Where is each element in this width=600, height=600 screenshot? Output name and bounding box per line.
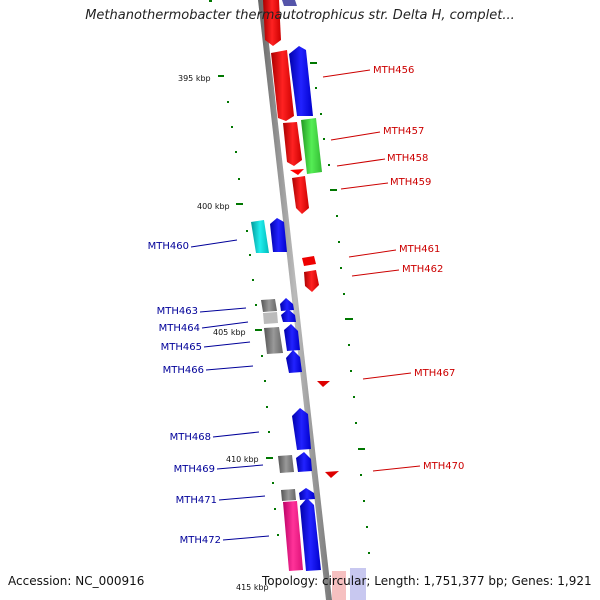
gene-feature-mth460-cyan[interactable] [251,220,269,253]
kbp-label-410: 410 kbp [226,455,259,464]
gene-feature-mth466[interactable] [286,350,302,373]
gene-label-mth456[interactable]: MTH456 [373,65,414,76]
gene-feature-mth461[interactable] [302,256,316,266]
gene-feature-mth472-magenta[interactable] [283,501,303,571]
gene-feature-mth462[interactable] [304,270,319,292]
map-title: Methanothermobacter thermautotrophicus s… [85,8,515,23]
leader-lines-right [322,69,421,472]
genome-backbone [258,0,332,600]
gene-label-mth461[interactable]: MTH461 [399,244,440,255]
gene-feature-mth468[interactable] [292,408,311,450]
outer-ticks [209,0,370,554]
gene-feature-mth471-blue[interactable] [299,488,315,500]
gene-label-mth471[interactable]: MTH471 [176,495,217,506]
gene-feature-mth464-gray[interactable] [263,312,278,324]
gene-feature-mth457-green[interactable] [301,118,322,174]
genome-summary-text: Topology: circular; Length: 1,751,377 bp… [262,574,592,588]
gene-feature-mth456-blue[interactable] [289,46,313,116]
gene-label-mth462[interactable]: MTH462 [402,264,443,275]
accession-text: Accession: NC_000916 [8,574,145,588]
gene-label-mth468[interactable]: MTH468 [170,432,211,443]
gene-label-mth460[interactable]: MTH460 [148,241,189,252]
gene-feature-mth470[interactable] [325,471,339,478]
gene-feature-mth464-blue[interactable] [281,309,296,322]
gene-feature-mth467[interactable] [317,381,330,387]
gene-feature-mth472-blue[interactable] [300,498,321,571]
kbp-label-400: 400 kbp [197,202,230,211]
kbp-label-395: 395 kbp [178,74,211,83]
gene-feature[interactable] [332,571,346,600]
kbp-label-415: 415 kbp [236,583,269,592]
gene-label-mth466[interactable]: MTH466 [163,365,204,376]
gene-label-mth472[interactable]: MTH472 [180,535,221,546]
gene-label-mth464[interactable]: MTH464 [159,323,200,334]
gene-label-mth470[interactable]: MTH470 [423,461,464,472]
gene-feature[interactable] [263,0,281,46]
gene-feature[interactable] [282,0,297,6]
gene-feature-mth471-gray[interactable] [281,489,296,501]
gene-feature-mth463-blue[interactable] [280,298,294,311]
leader-lines-left [190,239,270,541]
kbp-label-405: 405 kbp [213,328,246,337]
gene-feature-mth469-blue[interactable] [296,452,312,472]
gene-feature-mth458[interactable] [290,169,304,175]
gene-label-mth465[interactable]: MTH465 [161,342,202,353]
gene-label-mth467[interactable]: MTH467 [414,368,455,379]
gene-label-mth463[interactable]: MTH463 [157,306,198,317]
gene-label-mth457[interactable]: MTH457 [383,126,424,137]
gene-feature-mth465-blue[interactable] [284,324,300,351]
gene-label-mth458[interactable]: MTH458 [387,153,428,164]
gene-feature-mth457-red[interactable] [283,122,302,166]
gene-label-mth459[interactable]: MTH459 [390,177,431,188]
gene-feature[interactable] [350,568,366,600]
gene-feature-mth460-blue[interactable] [270,218,287,252]
gene-feature-mth456-red[interactable] [271,50,294,121]
gene-feature-mth459[interactable] [292,176,309,214]
gene-feature-mth465-gray[interactable] [264,327,283,354]
gene-feature-mth469-gray[interactable] [278,455,294,473]
gene-feature-mth463-gray[interactable] [261,299,277,312]
gene-label-mth469[interactable]: MTH469 [174,464,215,475]
